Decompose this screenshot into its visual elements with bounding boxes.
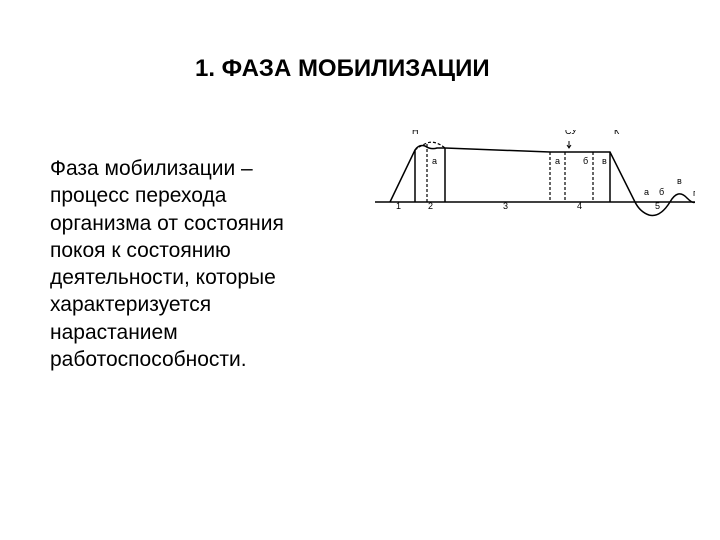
page-title: 1. ФАЗА МОБИЛИЗАЦИИ [195, 55, 490, 83]
svg-text:г: г [693, 188, 695, 198]
svg-text:5: 5 [655, 201, 660, 211]
svg-text:Н: Н [412, 130, 419, 136]
svg-text:3: 3 [503, 201, 508, 211]
phase-chart: НСУКаабвабвг12345 [375, 130, 695, 250]
svg-text:б: б [583, 156, 588, 166]
svg-text:а: а [644, 187, 649, 197]
svg-text:в: в [677, 176, 682, 186]
svg-text:2: 2 [428, 201, 433, 211]
svg-text:в: в [602, 156, 607, 166]
svg-text:СУ: СУ [565, 130, 577, 136]
chart-svg: НСУКаабвабвг12345 [375, 130, 695, 250]
svg-text:б: б [659, 187, 664, 197]
svg-text:4: 4 [577, 201, 582, 211]
svg-text:а: а [432, 156, 437, 166]
svg-text:К: К [614, 130, 620, 136]
svg-text:1: 1 [396, 201, 401, 211]
body-paragraph: Фаза мобилизации – процесс перехода орга… [50, 155, 330, 373]
svg-text:а: а [555, 156, 560, 166]
